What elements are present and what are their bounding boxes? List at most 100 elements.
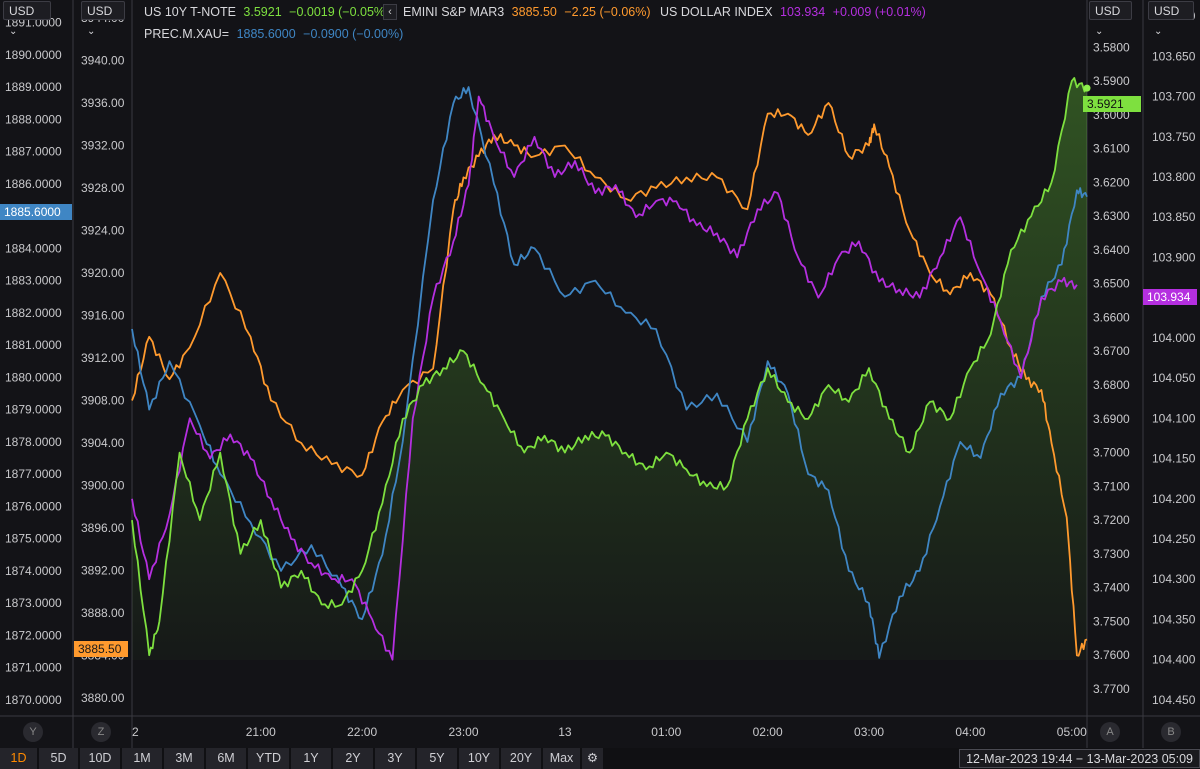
legend-row-1b: EMINI S&P MAR3 3885.50 −2.25 (−0.06%) US… (403, 5, 930, 19)
axis-letter-z: Z (91, 722, 111, 742)
axis-a-tnote: 3.58003.59003.60003.61003.62003.63003.64… (1093, 40, 1130, 696)
axis-b-tick-label: 104.250 (1152, 532, 1196, 546)
period-button-3m[interactable]: 3M (164, 748, 205, 769)
axis-z-tick-label: 3928.00 (81, 181, 125, 195)
legend-change-dxy: +0.009 (+0.01%) (832, 5, 926, 19)
period-button-5y[interactable]: 5Y (417, 748, 458, 769)
time-tick-label: 04:00 (955, 725, 985, 739)
date-range-display[interactable]: 12-Mar-2023 19:44 − 13-Mar-2023 05:09 (959, 749, 1200, 768)
axis-a-tick-label: 3.6300 (1093, 209, 1130, 223)
chevron-down-icon: ⌄ (1095, 26, 1104, 37)
axis-y-tick-label: 1889.0000 (5, 80, 62, 94)
multi-series-line-chart: 1891.00001890.00001889.00001888.00001887… (0, 0, 1200, 748)
legend-name-gold[interactable]: PREC.M.XAU= (144, 27, 230, 41)
axis-y-tick-label: 1872.0000 (5, 628, 62, 642)
axis-z-tick-label: 3936.00 (81, 96, 125, 110)
period-button-10y[interactable]: 10Y (459, 748, 500, 769)
axis-b-dxy: 103.600103.650103.700103.750103.800103.8… (1152, 9, 1196, 707)
period-button-10d[interactable]: 10D (80, 748, 121, 769)
axis-y-tick-label: 1875.0000 (5, 532, 62, 546)
time-tick-label: 05:00 (1057, 725, 1087, 739)
currency-select-axis-z[interactable]: USD ⌄ (81, 1, 125, 37)
currency-label: USD (87, 4, 113, 18)
axis-a-tick-label: 3.6700 (1093, 344, 1130, 358)
axis-z-tick-label: 3908.00 (81, 393, 125, 407)
axis-b-tick-label: 104.300 (1152, 572, 1196, 586)
axis-z-tick-label: 3940.00 (81, 54, 125, 68)
axis-y-tick-label: 1880.0000 (5, 370, 62, 384)
currency-label: USD (1095, 4, 1121, 18)
series-line-us-10y-t-note[interactable] (131, 77, 1088, 657)
axis-z-tick-label: 3932.00 (81, 139, 125, 153)
time-tick-label: 21:00 (246, 725, 276, 739)
axis-letter-y: Y (23, 722, 43, 742)
tnote-area (132, 77, 1087, 660)
axis-a-tick-label: 3.6500 (1093, 277, 1130, 291)
period-toolbar: 1D 5D 10D 1M 3M 6M YTD 1Y 2Y 3Y 5Y 10Y 20Y Max ⚙ 12-Mar… (0, 748, 1200, 769)
period-button-6m[interactable]: 6M (206, 748, 247, 769)
axis-a-tick-label: 3.7400 (1093, 581, 1130, 595)
period-button-20y[interactable]: 20Y (501, 748, 542, 769)
currency-select-axis-y[interactable]: USD ⌄ (3, 1, 51, 37)
currency-label: USD (9, 4, 35, 18)
series-lines (131, 77, 1088, 661)
legend-value-dxy: 103.934 (780, 5, 826, 19)
period-button-ytd[interactable]: YTD (248, 748, 290, 769)
axis-letter-b: B (1161, 722, 1181, 742)
legend-name-sp[interactable]: EMINI S&P MAR3 (403, 5, 505, 19)
axis-y-tick-label: 1878.0000 (5, 435, 62, 449)
axis-y-tick-label: 1873.0000 (5, 596, 62, 610)
time-tick-label: 01:00 (651, 725, 681, 739)
collapse-legend-button[interactable]: ‹ (383, 4, 397, 20)
axis-a-tick-label: 3.6100 (1093, 142, 1130, 156)
axis-b-tick-label: 103.650 (1152, 49, 1196, 63)
period-button-1d[interactable]: 1D (0, 748, 38, 769)
axis-z-tick-label: 3900.00 (81, 478, 125, 492)
axis-y-tick-label: 1879.0000 (5, 403, 62, 417)
series-line-us-dollar-index[interactable] (131, 95, 1078, 661)
axis-z-tick-label: 3896.00 (81, 521, 125, 535)
axis-a-tick-label: 3.6400 (1093, 243, 1130, 257)
legend-name-dxy[interactable]: US DOLLAR INDEX (660, 5, 773, 19)
chevron-left-icon: ‹ (388, 6, 392, 18)
time-tick-label: 03:00 (854, 725, 884, 739)
axis-b-tick-label: 104.350 (1152, 612, 1196, 626)
currency-select-axis-a[interactable]: USD ⌄ (1089, 1, 1132, 37)
axis-letter-a: A (1100, 722, 1120, 742)
axis-b-tick-label: 103.850 (1152, 210, 1196, 224)
axis-b-tick-label: 104.000 (1152, 331, 1196, 345)
chevron-down-icon: ⌄ (9, 26, 18, 37)
dxy-last-value-tag: 103.934 (1143, 289, 1197, 305)
axis-b-tick-label: 104.450 (1152, 693, 1196, 707)
axis-b-tick-label: 104.050 (1152, 371, 1196, 385)
series-line-prec-m-xau-[interactable] (131, 86, 1088, 659)
axis-y-tick-label: 1887.0000 (5, 145, 62, 159)
axis-y-gold: 1891.00001890.00001889.00001888.00001887… (5, 16, 62, 707)
axis-z-tick-label: 3888.00 (81, 606, 125, 620)
axis-y-tick-label: 1890.0000 (5, 48, 62, 62)
axis-a-tick-label: 3.6900 (1093, 412, 1130, 426)
axis-y-tick-label: 1883.0000 (5, 274, 62, 288)
axis-a-tick-label: 3.5800 (1093, 40, 1130, 54)
axis-y-tick-label: 1886.0000 (5, 177, 62, 191)
period-button-3y[interactable]: 3Y (375, 748, 416, 769)
axis-a-tick-label: 3.7700 (1093, 682, 1130, 696)
axis-a-tick-label: 3.7500 (1093, 614, 1130, 628)
period-button-5d[interactable]: 5D (39, 748, 79, 769)
legend-name-tnote[interactable]: US 10Y T-NOTE (144, 5, 236, 19)
axis-z-tick-label: 3912.00 (81, 351, 125, 365)
period-button-1m[interactable]: 1M (122, 748, 163, 769)
axis-y-tick-label: 1877.0000 (5, 467, 62, 481)
axis-y-tick-label: 1870.0000 (5, 693, 62, 707)
currency-select-axis-b[interactable]: USD ⌄ (1148, 1, 1194, 37)
period-button-2y[interactable]: 2Y (333, 748, 374, 769)
period-button-1y[interactable]: 1Y (291, 748, 332, 769)
settings-gear-icon[interactable]: ⚙ (582, 748, 604, 769)
axis-b-tick-label: 103.800 (1152, 170, 1196, 184)
series-line-emini-s-p-mar3[interactable] (131, 102, 1088, 657)
period-button-max[interactable]: Max (543, 748, 581, 769)
axis-a-tick-label: 3.6600 (1093, 310, 1130, 324)
chevron-down-icon: ⌄ (87, 26, 96, 37)
axis-y-tick-label: 1876.0000 (5, 499, 62, 513)
axis-z-tick-label: 3892.00 (81, 563, 125, 577)
